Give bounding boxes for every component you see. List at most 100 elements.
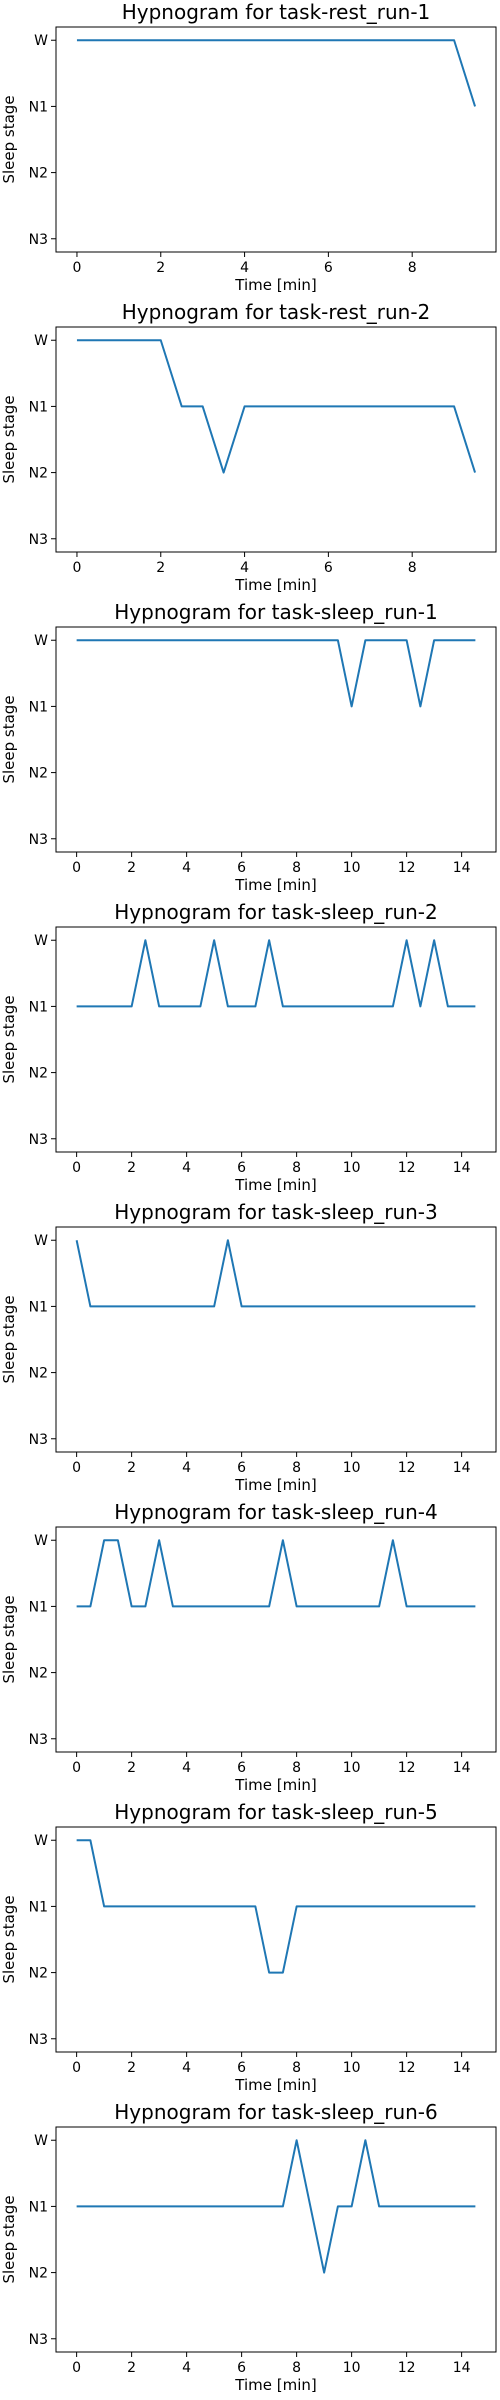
x-tick-label: 6 xyxy=(324,260,333,276)
plot-frame xyxy=(55,1826,497,2053)
y-axis-label: Sleep stage xyxy=(0,1595,18,1683)
y-tick-label: N1 xyxy=(29,699,48,715)
y-tick-label: N1 xyxy=(29,1899,48,1915)
x-tick-label: 14 xyxy=(453,1760,471,1776)
y-tick-label: N3 xyxy=(29,832,48,848)
x-tick-label: 14 xyxy=(453,2060,471,2076)
x-axis-label: Time [min] xyxy=(234,2376,316,2394)
y-tick-label: N3 xyxy=(29,2332,48,2348)
y-tick-label: N3 xyxy=(29,532,48,548)
plot-frame xyxy=(55,1526,497,1753)
x-tick-label: 4 xyxy=(240,260,249,276)
x-tick-label: 6 xyxy=(237,1760,246,1776)
hypnogram-panel: Hypnogram for task-sleep_run-4 W N1 N2 N3 0 2 4… xyxy=(0,1500,497,1794)
y-axis-label: Sleep stage xyxy=(0,395,18,483)
x-tick-label: 8 xyxy=(292,2060,301,2076)
x-tick-label: 8 xyxy=(408,260,417,276)
plot-frame xyxy=(55,2126,497,2353)
hypnogram-panel: Hypnogram for task-sleep_run-3 W N1 N2 N3 0 2 4… xyxy=(0,1200,497,1494)
plot-frame xyxy=(55,326,497,553)
x-tick-label: 12 xyxy=(398,860,416,876)
x-tick-label: 6 xyxy=(237,1160,246,1176)
y-tick-label: N3 xyxy=(29,1132,48,1148)
x-tick-label: 4 xyxy=(182,1460,191,1476)
chart-title: Hypnogram for task-sleep_run-5 xyxy=(114,1800,437,1824)
y-tick-label: N2 xyxy=(29,1066,48,1082)
chart-title: Hypnogram for task-sleep_run-1 xyxy=(114,600,437,624)
y-tick-label: W xyxy=(34,933,48,949)
y-tick-label: N2 xyxy=(29,166,48,182)
y-axis-label: Sleep stage xyxy=(0,1895,18,1983)
x-tick-label: 2 xyxy=(156,560,165,576)
hypnogram-panel: Hypnogram for task-sleep_run-1 W N1 N2 N3 0 2 4… xyxy=(0,600,497,894)
y-axis-label: Sleep stage xyxy=(0,1295,18,1383)
x-tick-label: 14 xyxy=(453,860,471,876)
chart-title: Hypnogram for task-sleep_run-3 xyxy=(114,1200,437,1224)
x-tick-label: 2 xyxy=(156,260,165,276)
y-tick-label: W xyxy=(34,1533,48,1549)
y-tick-label: N2 xyxy=(29,466,48,482)
x-tick-label: 0 xyxy=(72,260,81,276)
x-tick-label: 2 xyxy=(127,1760,136,1776)
chart-title: Hypnogram for task-sleep_run-6 xyxy=(114,2100,437,2124)
x-tick-label: 4 xyxy=(240,560,249,576)
x-axis-label: Time [min] xyxy=(234,1176,316,1194)
x-tick-label: 6 xyxy=(237,2060,246,2076)
hypnogram-panel: Hypnogram for task-sleep_run-5 W N1 N2 N3 0 2 4… xyxy=(0,1800,497,2094)
y-tick-label: N2 xyxy=(29,1366,48,1382)
chart-title: Hypnogram for task-sleep_run-2 xyxy=(114,900,437,924)
y-axis-label: Sleep stage xyxy=(0,2195,18,2283)
x-tick-label: 4 xyxy=(182,860,191,876)
plot-frame xyxy=(55,1226,497,1453)
hypnogram-panel: Hypnogram for task-rest_run-2 W N1 N2 N3 0 2 4 6… xyxy=(0,300,497,594)
y-tick-label: W xyxy=(34,333,48,349)
y-axis-label: Sleep stage xyxy=(0,695,18,783)
hypnogram-line xyxy=(76,1839,476,1974)
x-tick-label: 6 xyxy=(324,560,333,576)
x-tick-label: 10 xyxy=(343,2360,361,2376)
x-axis-label: Time [min] xyxy=(234,876,316,894)
x-tick-label: 10 xyxy=(343,1460,361,1476)
hypnogram-line xyxy=(76,939,476,1008)
hypnogram-line xyxy=(75,1239,476,1308)
y-tick-label: N1 xyxy=(29,1299,48,1315)
x-tick-label: 12 xyxy=(398,2360,416,2376)
hypnogram-line xyxy=(76,639,476,708)
x-tick-label: 12 xyxy=(398,1760,416,1776)
x-tick-label: 2 xyxy=(127,1160,136,1176)
y-tick-label: W xyxy=(34,33,48,49)
y-tick-label: N1 xyxy=(29,399,48,415)
x-tick-label: 6 xyxy=(237,1460,246,1476)
x-tick-label: 4 xyxy=(182,2360,191,2376)
x-tick-label: 0 xyxy=(72,2060,81,2076)
x-tick-label: 8 xyxy=(292,2360,301,2376)
y-tick-label: N3 xyxy=(29,1732,48,1748)
hypnogram-line xyxy=(76,39,477,107)
x-tick-label: 6 xyxy=(237,2360,246,2376)
x-tick-label: 4 xyxy=(182,1160,191,1176)
x-axis-label: Time [min] xyxy=(234,276,316,294)
x-tick-label: 8 xyxy=(292,1760,301,1776)
x-axis-label: Time [min] xyxy=(234,1476,316,1494)
y-tick-label: N1 xyxy=(29,2199,48,2215)
x-tick-label: 2 xyxy=(127,1460,136,1476)
y-tick-label: N1 xyxy=(29,999,48,1015)
x-tick-label: 12 xyxy=(398,1460,416,1476)
x-tick-label: 8 xyxy=(292,860,301,876)
x-tick-label: 4 xyxy=(182,1760,191,1776)
x-axis-label: Time [min] xyxy=(234,1776,316,1794)
x-tick-label: 10 xyxy=(343,1160,361,1176)
x-tick-label: 8 xyxy=(408,560,417,576)
x-tick-label: 0 xyxy=(72,1160,81,1176)
x-tick-label: 10 xyxy=(343,1760,361,1776)
hypnogram-line xyxy=(76,2139,476,2274)
y-tick-label: N1 xyxy=(29,1599,48,1615)
x-tick-label: 2 xyxy=(127,2060,136,2076)
hypnogram-panel: Hypnogram for task-sleep_run-6 W N1 N2 N3 0 2 4… xyxy=(0,2100,497,2394)
x-tick-label: 6 xyxy=(237,860,246,876)
y-tick-label: W xyxy=(34,2133,48,2149)
x-tick-label: 8 xyxy=(292,1460,301,1476)
y-axis-label: Sleep stage xyxy=(0,95,18,183)
x-tick-label: 0 xyxy=(72,560,81,576)
